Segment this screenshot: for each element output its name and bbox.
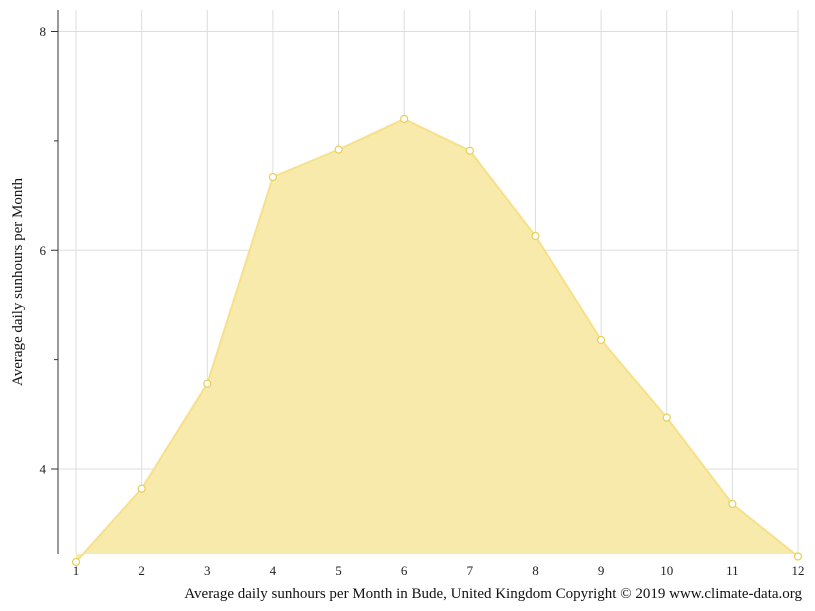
data-point [137,484,146,493]
series-markers [71,114,803,567]
data-point [400,114,409,124]
chart-caption: Average daily sunhours per Month in Bude… [184,586,802,602]
x-tick-label: 10 [660,563,673,578]
series-area-fill [76,119,798,562]
x-tick-label: 12 [792,563,805,578]
x-tick-label: 2 [138,563,145,578]
data-point [728,499,737,509]
data-point [793,552,803,561]
x-tick-label: 4 [270,563,277,578]
data-point [465,146,474,155]
x-tick-label: 1 [73,563,80,578]
y-axis-ticks: 4 6 8 [40,24,58,477]
data-point [268,172,278,182]
x-axis-ticks: 1 2 3 4 5 6 7 8 9 10 11 12 [73,563,805,578]
x-tick-label: 3 [204,563,211,578]
x-tick-label: 8 [532,563,539,578]
data-point [596,335,606,345]
y-tick-label: 8 [40,24,47,39]
series-line [75,117,799,563]
x-tick-label: 11 [726,563,739,578]
y-tick-label: 4 [40,462,47,477]
x-tick-label: 6 [401,563,408,578]
y-axis-title: Average daily sunhours per Month [10,178,26,387]
x-tick-label: 9 [598,563,605,578]
y-tick-label: 6 [40,243,47,258]
data-point [203,379,212,388]
data-point [531,231,540,241]
data-point [71,557,81,567]
x-tick-label: 5 [335,563,342,578]
x-tick-label: 7 [467,563,474,578]
data-point [662,413,671,422]
data-point [334,145,343,154]
